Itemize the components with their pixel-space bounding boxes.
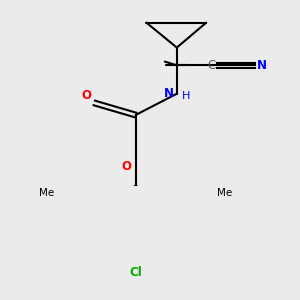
Text: O: O (122, 160, 132, 173)
Text: Me: Me (217, 188, 232, 198)
Text: Me: Me (39, 188, 55, 198)
Text: N: N (164, 87, 174, 100)
Text: O: O (82, 89, 92, 102)
Text: Cl: Cl (129, 266, 142, 279)
Text: N: N (257, 59, 267, 72)
Text: C: C (207, 59, 215, 72)
Text: H: H (182, 92, 190, 101)
